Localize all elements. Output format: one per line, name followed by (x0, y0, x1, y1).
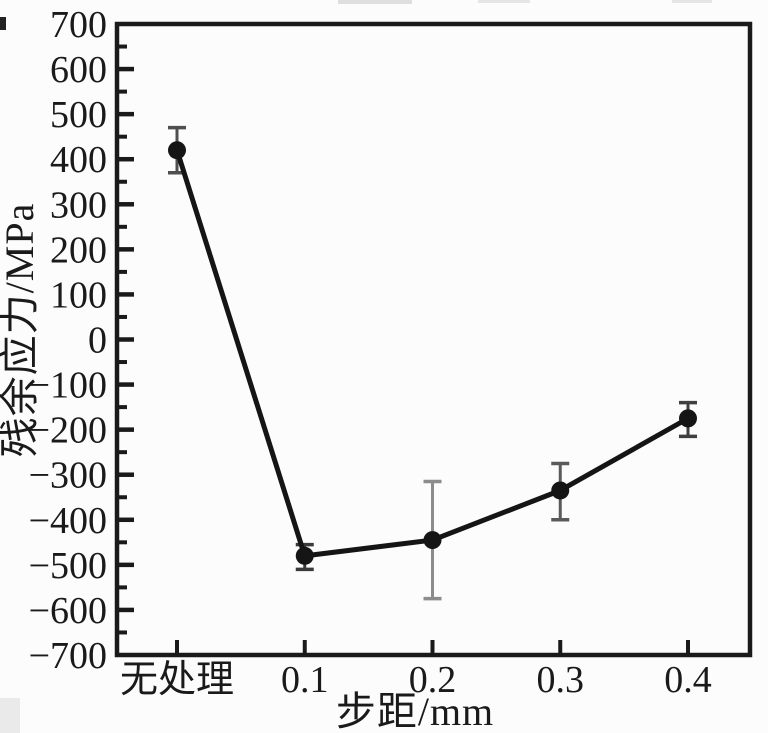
y-tick-label: −600 (29, 590, 107, 632)
y-tick-label: 700 (50, 4, 107, 46)
y-tick-label: −300 (29, 455, 107, 497)
y-tick-label: 500 (50, 94, 107, 136)
scan-artifact (338, 0, 412, 4)
x-tick-label: 0.2 (409, 659, 457, 701)
y-axis-title: 残余应力/MPa (0, 202, 42, 458)
x-tick-label: 0.3 (537, 659, 585, 701)
y-tick-label: 200 (50, 229, 107, 271)
y-tick-label: 400 (50, 139, 107, 181)
scan-artifact (672, 0, 712, 3)
y-tick-label: −400 (29, 500, 107, 542)
y-tick-label: 0 (88, 320, 107, 362)
y-tick-label: −100 (29, 365, 107, 407)
y-tick-label: −700 (29, 635, 107, 677)
y-tick-label: −200 (29, 410, 107, 452)
y-tick-label: 100 (50, 274, 107, 316)
y-tick-label: −500 (29, 545, 107, 587)
plot-frame (114, 21, 753, 658)
x-axis-title: 步距/mm (335, 689, 495, 733)
scan-artifact (0, 17, 6, 30)
scan-artifact (478, 0, 530, 3)
x-tick-label: 0.1 (281, 659, 329, 701)
x-tick-label: 无处理 (120, 659, 234, 701)
y-tick-label: 300 (50, 184, 107, 226)
data-point (295, 546, 314, 565)
data-point (551, 481, 570, 500)
y-tick-label: 600 (50, 49, 107, 91)
scan-artifact (0, 698, 20, 733)
x-tick-label: 0.4 (664, 659, 712, 701)
data-point (679, 409, 697, 428)
data-point (423, 531, 442, 550)
data-point (168, 141, 186, 160)
